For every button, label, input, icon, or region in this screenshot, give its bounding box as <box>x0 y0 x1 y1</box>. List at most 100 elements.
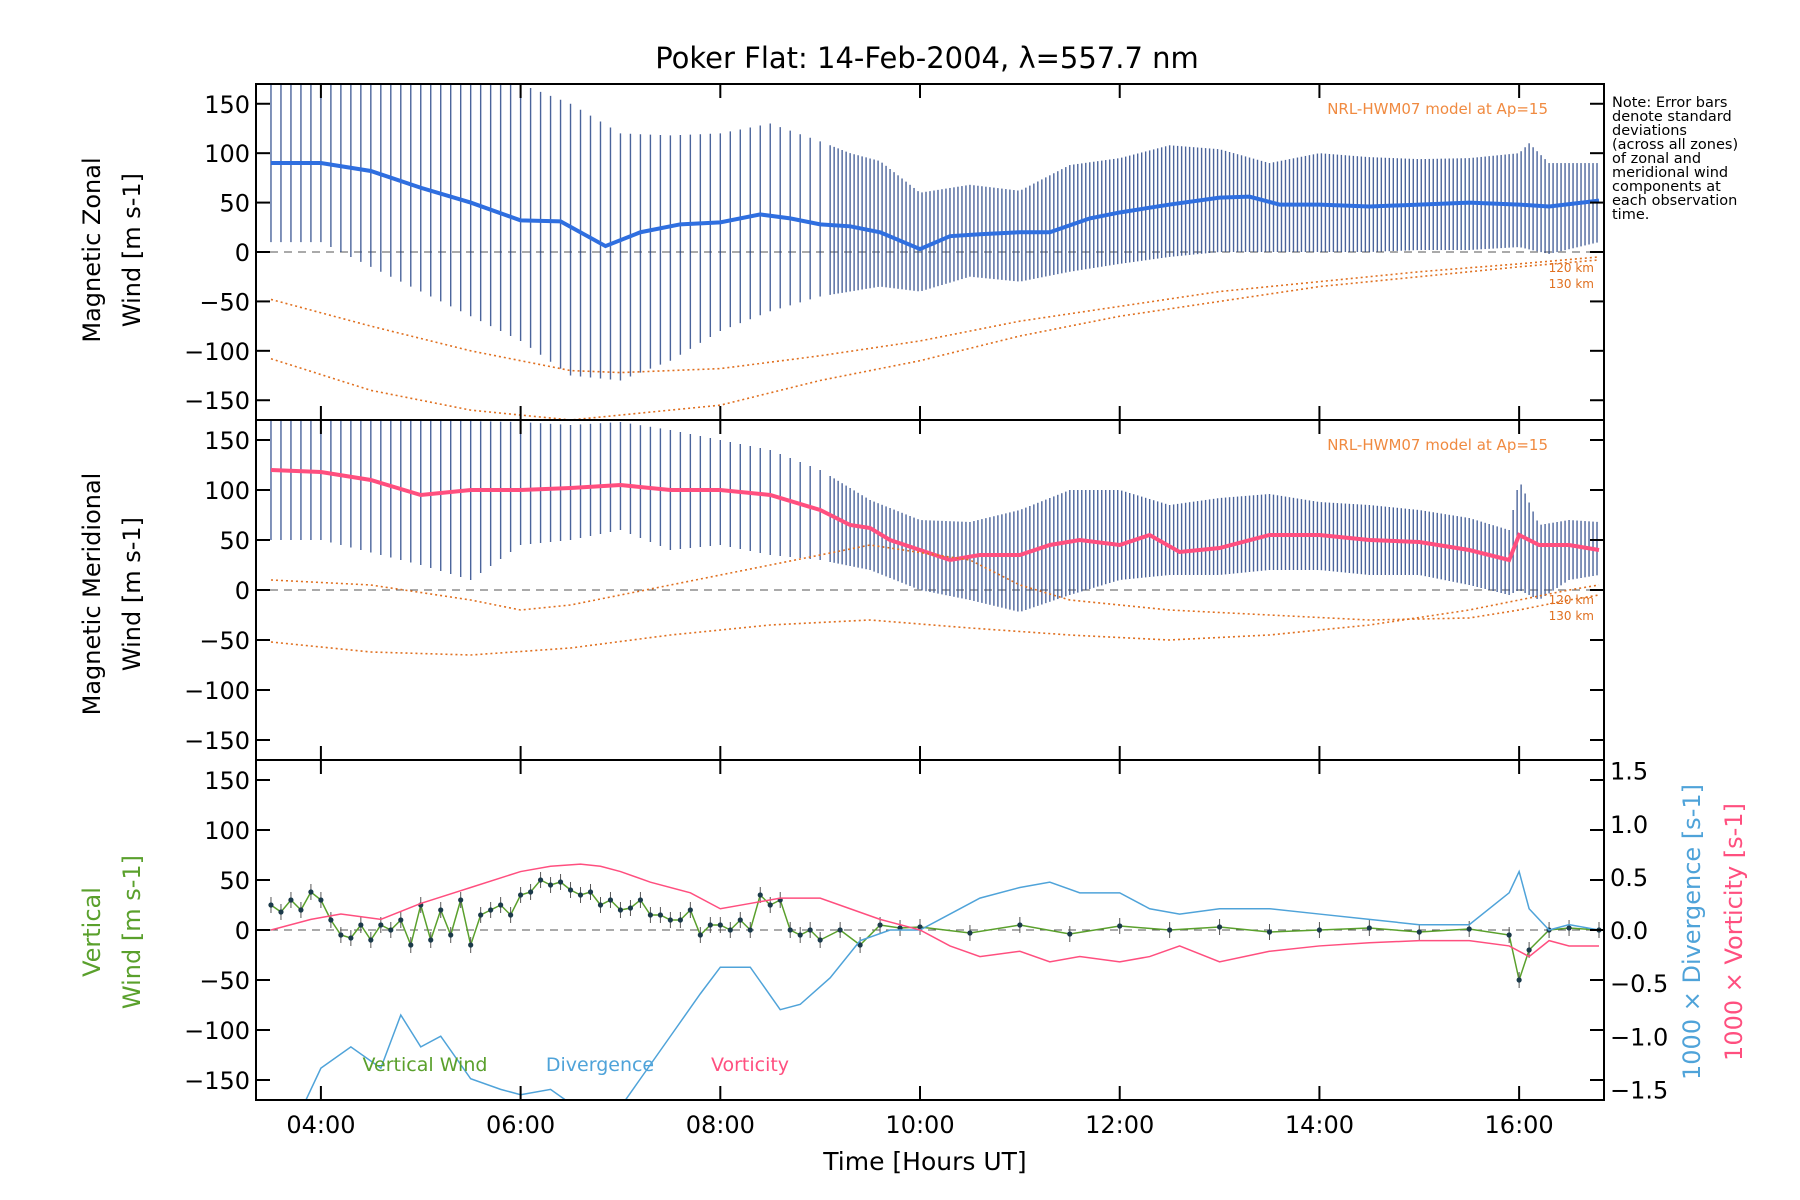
zonal-ylabel-line2: Wind [m s-1] <box>118 173 146 327</box>
y-tick-label: 50 <box>219 527 250 555</box>
mean-line <box>270 468 1600 563</box>
vertical-wind-point <box>478 912 484 918</box>
vertical-wind-point <box>518 892 524 898</box>
x-tick-label: 10:00 <box>885 1111 954 1139</box>
vertical-wind-point <box>837 927 843 933</box>
vertical-wind-point <box>967 930 973 936</box>
vertical-wind-point <box>348 935 354 941</box>
y2-tick-label: −1.0 <box>1610 1023 1668 1051</box>
vertical-wind-point <box>488 907 494 913</box>
note-line: (across all zones) <box>1612 137 1739 153</box>
y-tick-label: 150 <box>204 767 250 795</box>
y-tick-label: −50 <box>199 288 250 316</box>
vertical-wind-point <box>1506 932 1512 938</box>
model-label: NRL-HWM07 model at Ap=15 <box>1327 100 1548 118</box>
vertical-wind-point <box>378 922 384 928</box>
vertical-wind-point <box>547 882 554 888</box>
x-tick-label: 14:00 <box>1285 1111 1354 1139</box>
vertical-wind-point <box>388 927 394 933</box>
y2-tick-label: −1.5 <box>1610 1076 1668 1104</box>
y-tick-label: 100 <box>204 477 250 505</box>
y2-tick-label: −0.5 <box>1610 970 1668 998</box>
vertical-wind-point <box>438 907 444 913</box>
vertical-wind-point <box>587 889 594 895</box>
vertical-wind-point <box>677 917 683 923</box>
vertical-wind-point <box>577 892 584 898</box>
vertical-wind-point <box>537 877 544 883</box>
mean-line <box>270 161 1600 252</box>
vertical-wind-point <box>398 917 404 923</box>
y2-tick-label: 0.5 <box>1610 864 1648 892</box>
vertical-wind-point <box>298 907 304 913</box>
y-tick-label: −50 <box>199 627 250 655</box>
vertical-wind-point <box>567 887 574 893</box>
vertical-wind-point <box>767 902 773 908</box>
vertical-wind-point <box>338 932 344 938</box>
vertical-wind-point <box>667 917 673 923</box>
note-line: meridional wind <box>1612 165 1729 181</box>
divergence-ylabel: 1000 × Divergence [s-1] <box>1678 784 1706 1080</box>
note-line: Note: Error bars <box>1612 95 1728 111</box>
vertical-wind-point <box>527 889 534 895</box>
y-tick-label: −100 <box>184 677 250 705</box>
y-tick-label: 100 <box>204 140 250 168</box>
vertical-wind-point <box>1216 924 1223 930</box>
vertical-wind-point <box>1566 925 1572 931</box>
vertical-wind-point <box>278 909 284 915</box>
vertical-wind-point <box>807 927 813 933</box>
vertical-wind-point <box>318 897 324 903</box>
zonal-wind-panel: 150 100 50 0 −50 −100 −150 NRL-HWM07 model at A… <box>184 83 1605 421</box>
divergence-line <box>305 869 1600 1100</box>
vertical-wind-point <box>448 932 454 938</box>
x-tick-label: 16:00 <box>1485 1111 1554 1139</box>
y-tick-label: −150 <box>184 387 250 415</box>
vertical-wind-point <box>657 912 664 918</box>
model-label: NRL-HWM07 model at Ap=15 <box>1327 436 1548 454</box>
vertical-wind-point <box>458 897 464 903</box>
vertical-wind-point <box>1466 926 1472 932</box>
vertical-wind-point <box>1167 927 1173 933</box>
vertical-wind-point <box>428 937 434 943</box>
vertical-wind-point <box>787 927 793 933</box>
vertical-wind-point <box>757 892 763 898</box>
y-tick-label: −150 <box>184 727 250 755</box>
vertical-wind-panel: 150 100 50 0 −50 −100 −150 1.5 1.0 0.5 0.0 −0.5 −1.0… <box>184 758 1668 1139</box>
note-line: time. <box>1612 207 1650 223</box>
y2-tick-label: 1.5 <box>1610 758 1648 786</box>
hwm07-120-km-line <box>270 584 1600 656</box>
zonal-ylabel-line1: Magnetic Zonal <box>78 157 106 342</box>
meridional-ylabel-line2: Wind [m s-1] <box>118 517 146 671</box>
model-height-label: 120 km <box>1549 593 1594 607</box>
hwm07-130-km-line <box>270 544 1600 621</box>
meridional-ylabel-line1: Magnetic Meridional <box>78 473 106 716</box>
vertical-wind-point <box>1416 929 1422 935</box>
vertical-wind-point <box>1017 922 1023 928</box>
y-tick-label: −100 <box>184 338 250 366</box>
model-height-label: 130 km <box>1549 277 1594 291</box>
vertical-wind-point <box>408 942 414 948</box>
vertical-wind-point <box>817 937 823 943</box>
vertical-wind-point <box>687 907 693 913</box>
vertical-wind-point <box>498 902 504 908</box>
y-tick-label: −150 <box>184 1067 250 1095</box>
y-tick-label: 0 <box>235 917 250 945</box>
vertical-wind-point <box>917 924 923 930</box>
y2-tick-label: 0.0 <box>1610 917 1648 945</box>
note-line: components at <box>1612 179 1721 195</box>
y-tick-label: 50 <box>219 867 250 895</box>
model-height-label: 130 km <box>1549 609 1594 623</box>
meridional-wind-panel: 150 100 50 0 −50 −100 −150 NRL-HWM07 model at A… <box>184 419 1605 761</box>
vertical-wind-point <box>328 917 334 923</box>
vertical-wind-point <box>627 905 634 911</box>
vertical-wind-point <box>737 917 743 923</box>
plot-area <box>256 863 1604 1100</box>
legend-entry: Divergence <box>546 1054 654 1076</box>
x-tick-label: 06:00 <box>486 1111 555 1139</box>
vertical-wind-point <box>797 932 803 938</box>
vertical-wind-point <box>1366 925 1372 931</box>
vertical-wind-point <box>268 902 274 908</box>
vertical-wind-point <box>557 879 564 885</box>
vertical-wind-point <box>368 937 374 943</box>
error-bars <box>270 84 1598 381</box>
vertical-wind-point <box>877 922 883 928</box>
